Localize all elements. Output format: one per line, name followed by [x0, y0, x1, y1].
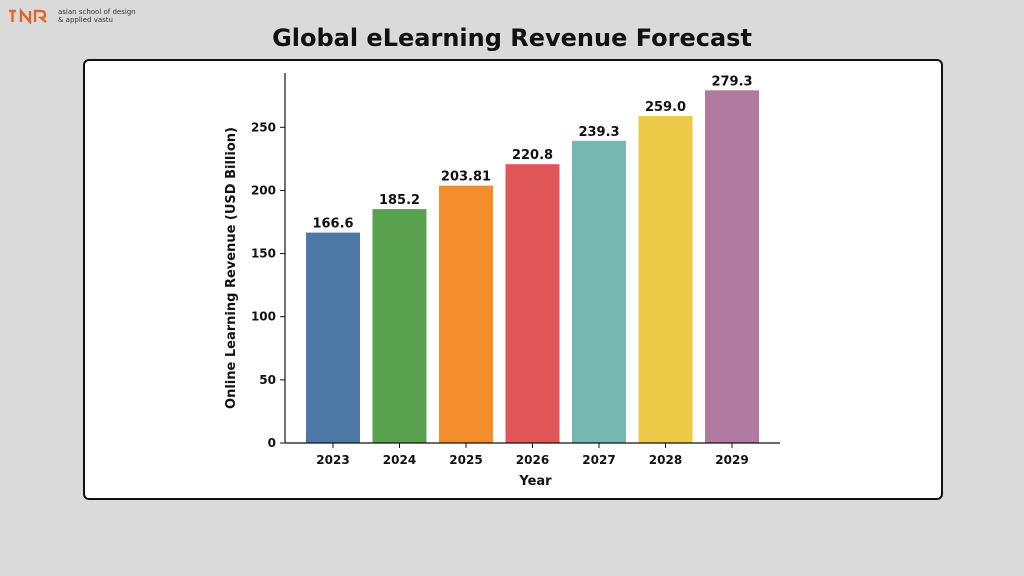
bar-value-label: 259.0: [645, 100, 686, 115]
brand-logo-icon: [9, 8, 47, 24]
bar-value-label: 239.3: [578, 125, 619, 140]
x-tick-label: 2023: [316, 453, 349, 467]
brand-logo: asian school of design & applied vastu: [8, 8, 136, 24]
bar-2023: [306, 232, 360, 443]
bar-value-labels: 166.6 185.2 203.81 220.8 239.3 259.0 279.3: [312, 74, 752, 231]
y-axis-ticks: 0 50 100 150 200 250: [251, 120, 285, 450]
bar-value-label: 279.3: [711, 74, 752, 89]
y-tick-label: 200: [251, 183, 276, 197]
x-tick-label: 2025: [449, 453, 482, 467]
x-axis-label: Year: [518, 474, 552, 489]
bar-2025: [439, 185, 493, 443]
x-tick-label: 2027: [582, 453, 615, 467]
y-tick-label: 250: [251, 120, 276, 134]
x-tick-label: 2029: [715, 453, 748, 467]
bar-2028: [638, 115, 693, 443]
bar-2024: [372, 209, 427, 443]
brand-line-1: asian school of design: [58, 8, 136, 16]
chart-card: 0 50 100 150 200 250 166.6 185.2 203.81 220.8 239…: [83, 59, 943, 500]
y-tick-label: 150: [251, 247, 276, 261]
bars: [306, 90, 759, 443]
bar-chart: 0 50 100 150 200 250 166.6 185.2 203.81 220.8 239…: [224, 73, 780, 489]
x-axis-ticks: 2023 2024 2025 2026 2027 2028 2029: [316, 443, 749, 467]
bar-value-label: 220.8: [512, 148, 553, 163]
y-axis-label: Online Learning Revenue (USD Billion): [224, 127, 239, 409]
x-tick-label: 2024: [383, 453, 416, 467]
brand-logo-text: asian school of design & applied vastu: [58, 8, 136, 24]
page-title: Global eLearning Revenue Forecast: [272, 24, 752, 52]
bar-value-label: 203.81: [441, 170, 491, 185]
bar-2029: [705, 90, 759, 443]
bar-value-label: 185.2: [379, 193, 420, 208]
bar-2027: [572, 140, 626, 443]
y-tick-label: 50: [259, 373, 276, 387]
y-tick-label: 100: [251, 310, 276, 324]
x-tick-label: 2026: [516, 453, 549, 467]
y-tick-label: 0: [268, 436, 276, 450]
bar-2026: [505, 164, 560, 443]
brand-line-2: & applied vastu: [58, 16, 113, 24]
bar-value-label: 166.6: [312, 217, 353, 232]
x-tick-label: 2028: [649, 453, 682, 467]
